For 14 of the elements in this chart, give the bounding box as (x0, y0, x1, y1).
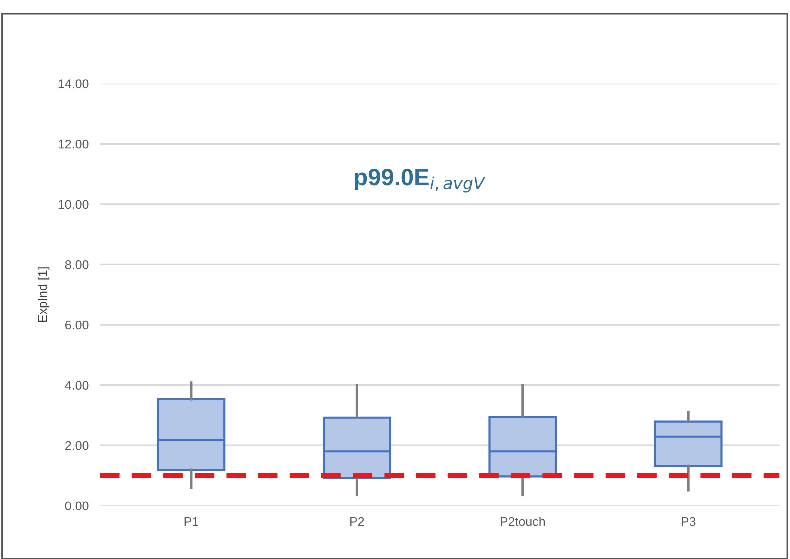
y-tick-label: 12.00 (58, 140, 89, 149)
x-tick-label: P2 (350, 517, 364, 526)
x-tick-label: P2touch (500, 517, 546, 526)
y-tick-label: 2.00 (66, 441, 89, 450)
y-tick-label: 6.00 (66, 320, 89, 330)
y-tick-label: 0.00 (65, 502, 89, 511)
x-tick-label: P1 (184, 517, 199, 526)
y-tick-label: 8.00 (65, 260, 89, 270)
text: p99.0E$_{i,avgV}$ (355, 168, 486, 193)
y-tick-label: 14.00 (58, 80, 89, 88)
x-tick-label: P3 (682, 517, 696, 526)
y-tick-label: 10.00 (58, 200, 89, 210)
y-tick-label: 4.00 (65, 381, 89, 390)
y-axis-title: ExpInd [1] (38, 268, 50, 322)
